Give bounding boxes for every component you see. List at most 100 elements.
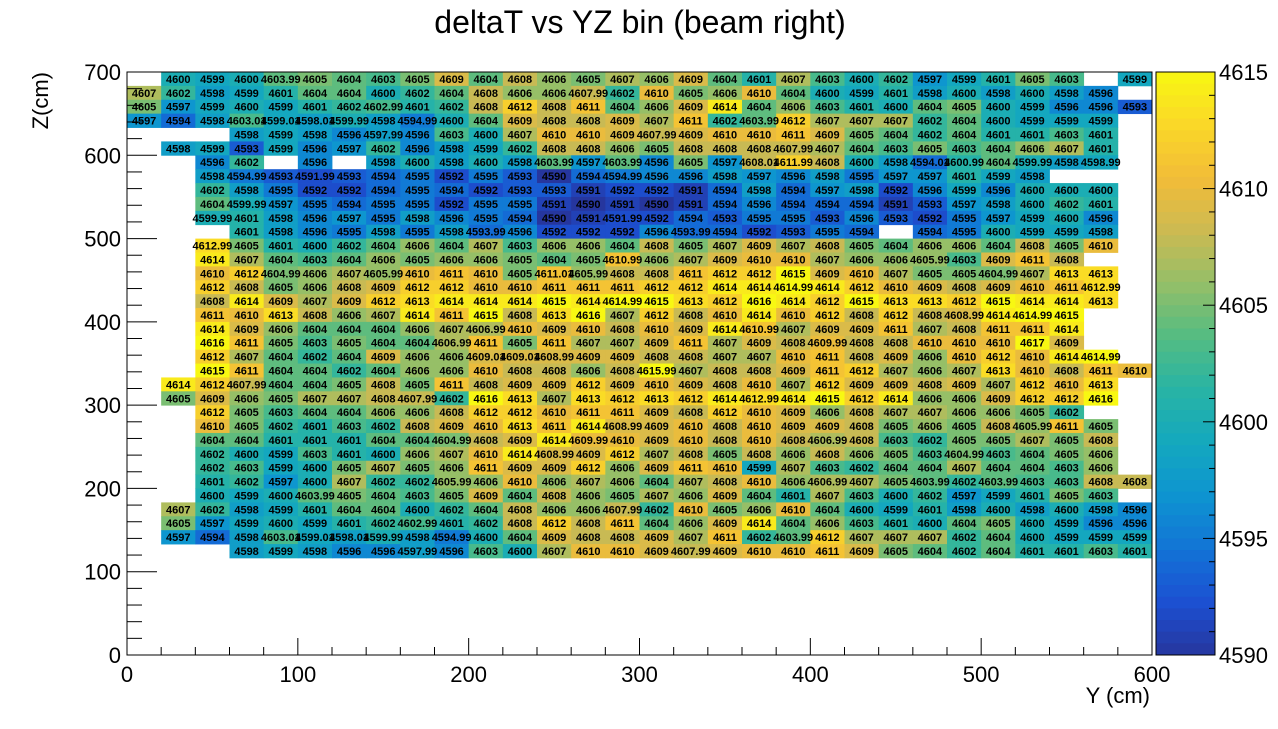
- cell-value-label: 4608: [952, 282, 976, 294]
- cell-value-label: 4606: [884, 254, 908, 266]
- heatmap-cell: [263, 349, 299, 364]
- heatmap-cell: [434, 85, 470, 101]
- heatmap-cell: [878, 85, 914, 101]
- cell-value-label: 4598: [918, 88, 942, 100]
- cell-value-label: 4612: [234, 268, 258, 280]
- cell-value-label: 4607: [679, 477, 703, 489]
- cell-value-label: 4610.99: [603, 254, 643, 266]
- cell-value-label: 4601: [1123, 546, 1147, 558]
- color-scale-segment: [1156, 72, 1215, 85]
- y-tick-label: 700: [84, 60, 121, 85]
- cell-value-label: 4609: [713, 490, 737, 502]
- cell-value-label: 4610: [474, 268, 498, 280]
- cell-value-label: 4609: [542, 379, 566, 391]
- heatmap-cell: [1015, 183, 1050, 198]
- cell-value-label: 4607.99: [398, 393, 438, 405]
- cell-value-label: 4611: [679, 268, 703, 280]
- cell-value-label: 4596: [1089, 102, 1113, 114]
- heatmap-cell: [810, 321, 845, 337]
- heatmap-cell: [1015, 266, 1050, 281]
- heatmap-cell: [297, 183, 333, 198]
- heatmap-cell: [742, 335, 777, 351]
- cell-value-label: 4594: [713, 185, 738, 197]
- heatmap-cell: [468, 155, 504, 170]
- cell-value-label: 4606: [405, 449, 429, 461]
- heatmap-cell: [195, 113, 230, 128]
- cell-value-label: 4593: [508, 185, 532, 197]
- cell-value-label: 4603.99: [773, 532, 813, 544]
- cell-value-label: 4600: [234, 74, 258, 86]
- cell-value-label: 4599.99: [1013, 157, 1053, 169]
- cell-value-label: 4599: [884, 504, 908, 516]
- heatmap-cell: [571, 280, 606, 295]
- cell-value-label: 4608: [644, 352, 668, 364]
- heatmap-cell: [707, 183, 743, 198]
- cell-value-label: 4604: [371, 504, 396, 516]
- cell-value-label: 4601: [1089, 129, 1113, 141]
- heatmap-cell: [981, 266, 1016, 281]
- cell-value-label: 4614: [815, 282, 840, 294]
- heatmap-cell: [332, 321, 367, 337]
- cell-value-label: 4614: [542, 435, 567, 447]
- color-scale-segment: [1156, 340, 1215, 353]
- heatmap-cell: [1049, 335, 1085, 351]
- cell-value-label: 4604: [952, 518, 977, 530]
- heatmap-cell: [878, 113, 914, 128]
- heatmap-cell: [366, 294, 401, 309]
- cell-value-label: 4604: [986, 532, 1011, 544]
- heatmap-cell: [400, 294, 435, 309]
- cell-value-label: 4607: [439, 324, 463, 336]
- heatmap-cell: [468, 196, 504, 212]
- cell-value-label: 4604: [337, 504, 362, 516]
- cell-value-label: 4608: [474, 88, 498, 100]
- cell-value-label: 4606: [610, 463, 634, 475]
- heatmap-cell: [366, 85, 401, 101]
- cell-value-label: 4596: [439, 213, 463, 225]
- cell-value-label: 4607.99: [227, 379, 267, 391]
- color-scale-segment: [1156, 165, 1215, 178]
- cell-value-label: 4608: [713, 379, 737, 391]
- cell-value-label: 4606: [1089, 463, 1113, 475]
- cell-value-label: 4603: [815, 74, 839, 86]
- heatmap-cell: [707, 85, 743, 101]
- heatmap-cell: [195, 210, 230, 226]
- heatmap-cell: [981, 280, 1016, 295]
- heatmap-cell: [468, 127, 504, 142]
- color-scale-segment: [1156, 211, 1215, 225]
- cell-value-label: 4609: [200, 393, 224, 405]
- cell-value-label: 4605.99: [363, 268, 403, 280]
- heatmap-cell: [400, 183, 435, 198]
- cell-value-label: 4594: [679, 213, 704, 225]
- cell-value-label: 4604.99: [432, 435, 472, 447]
- heatmap-cell: [1083, 266, 1119, 281]
- heatmap-cell: [400, 169, 435, 184]
- cell-value-label: 4605: [679, 88, 703, 100]
- heatmap-cell: [673, 155, 709, 170]
- cell-value-label: 4616: [747, 296, 771, 308]
- cell-value-label: 4603: [1089, 546, 1113, 558]
- cell-value-label: 4602: [644, 504, 668, 516]
- cell-value-label: 4598: [713, 171, 737, 183]
- cell-value-label: 4609: [884, 352, 908, 364]
- cell-value-label: 4600: [1054, 504, 1078, 516]
- cell-value-label: 4604: [781, 88, 806, 100]
- heatmap-cell: [639, 321, 675, 337]
- cell-value-label: 4611: [440, 379, 464, 391]
- cell-value-label: 4603: [952, 254, 976, 266]
- heatmap-cell: [332, 210, 367, 226]
- cell-value-label: 4604: [200, 199, 225, 211]
- cell-value-label: 4605: [508, 254, 532, 266]
- cell-value-label: 4591: [610, 199, 634, 211]
- cell-value-label: 4610: [679, 435, 703, 447]
- cell-value-label: 4614: [781, 393, 806, 405]
- heatmap-cell: [263, 224, 299, 240]
- cell-value-label: 4610: [747, 379, 771, 391]
- cell-value-label: 4608: [576, 518, 600, 530]
- cell-value-label: 4610: [781, 310, 805, 322]
- cell-value-label: 4608.99: [603, 421, 643, 433]
- cell-value-label: 4604: [542, 254, 567, 266]
- heatmap-cell: [912, 252, 948, 267]
- cell-value-label: 4612: [815, 379, 839, 391]
- cell-value-label: 4593: [781, 227, 805, 239]
- heatmap-cell: [263, 196, 299, 212]
